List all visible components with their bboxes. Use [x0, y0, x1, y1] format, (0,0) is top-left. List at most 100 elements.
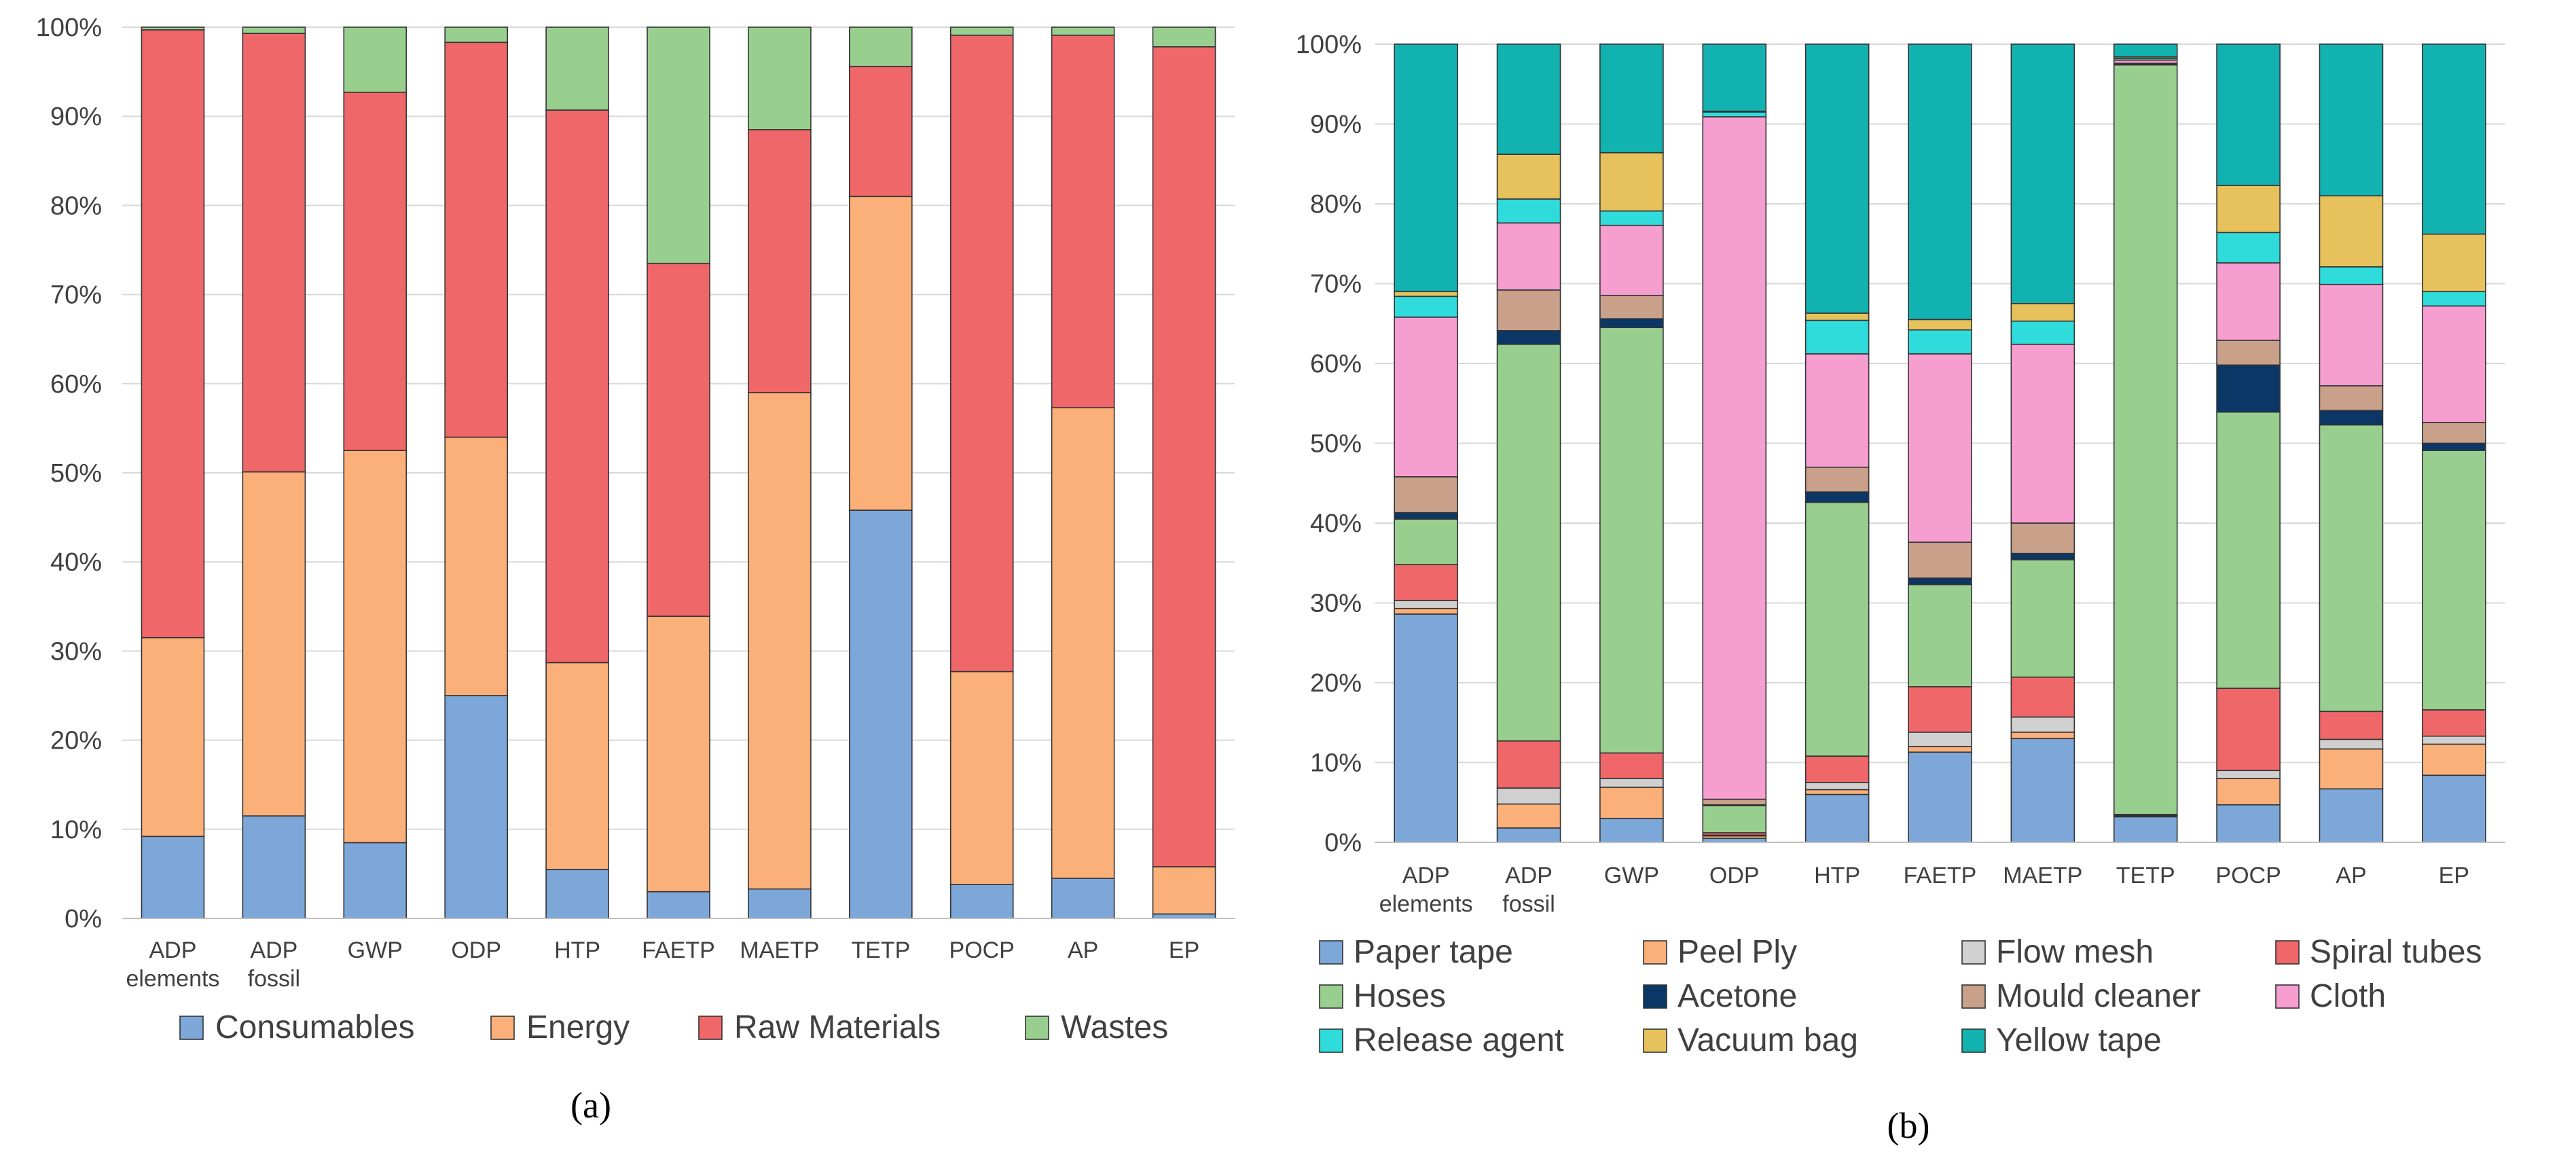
bar-segment-energy-htp [545, 662, 609, 870]
legend-label: Wastes [1061, 1009, 1168, 1045]
bar-segment-wastes-adp-elements [141, 26, 205, 31]
bar-segment-energy-gwp [343, 450, 407, 844]
legend-item-flow-mesh: Flow mesh [1961, 934, 2154, 970]
bar-segment-wastes-ap [1051, 26, 1115, 36]
bar-segment-acetone-gwp [1599, 318, 1664, 328]
legend-label: Hoses [1354, 978, 1446, 1014]
bar-segment-vacuum-bag-ep [2422, 233, 2486, 293]
bar-segment-yellow-tape-pocp [2216, 43, 2281, 186]
bar-segment-release-agent-faetp [1908, 329, 1972, 355]
x-tick-label: HTP [554, 937, 600, 963]
bar-segment-flow-mesh-pocp [2216, 770, 2281, 779]
bar-segment-energy-tetp [849, 196, 913, 511]
bar-segment-mould-cleaner-ep [2422, 422, 2486, 444]
bar-segment-yellow-tape-adp-fossil [1496, 43, 1561, 155]
legend-swatch [1643, 1028, 1667, 1053]
bar-segment-release-agent-ep [2422, 291, 2486, 307]
x-tick-label: FAETP [642, 937, 715, 963]
x-tick-label: ADP [1402, 863, 1450, 889]
bar-segment-yellow-tape-maetp [2010, 43, 2075, 304]
bar-segment-yellow-tape-tetp [2113, 43, 2178, 58]
legend-swatch [698, 1016, 723, 1040]
bar-segment-peel-ply-faetp [1908, 746, 1972, 753]
bar-segment-release-agent-maetp [2010, 320, 2075, 345]
bar-segment-wastes-odp [444, 26, 508, 43]
legend: Consumables Energy Raw Materials Wastes [179, 1009, 1168, 1045]
chart-panel-a: 0% 10% 20% 30% 40% 50% 60% 70% 80% 90% 100% ADP elem… [36, 14, 1235, 1126]
legend-swatch [2275, 940, 2300, 965]
x-tick-label: fossil [248, 966, 300, 992]
legend-swatch [1961, 1028, 1986, 1053]
bar-segment-flow-mesh-htp [1804, 782, 1870, 791]
bar-segment-spiral-tubes-adp-elements [1394, 564, 1458, 601]
x-tick-label: GWP [348, 937, 403, 963]
bar-segment-release-agent-ap [2319, 266, 2384, 285]
bar-segment-hoses-odp [1702, 805, 1767, 834]
bar-segment-flow-mesh-gwp [1599, 778, 1664, 788]
y-tick-label: 90% [1310, 111, 1362, 139]
legend-swatch [490, 1016, 515, 1040]
bar-segment-mould-cleaner-ap [2319, 385, 2384, 412]
legend-label: Consumables [215, 1009, 414, 1045]
y-tick-label: 40% [1310, 509, 1362, 538]
bar-segment-wastes-ep [1152, 26, 1216, 48]
bar-segment-peel-ply-pocp [2216, 778, 2281, 806]
bar-segment-vacuum-bag-htp [1804, 312, 1870, 321]
bar-segment-consumables-htp [545, 869, 609, 919]
bar-segment-raw-materials-htp [545, 109, 609, 664]
bar-segment-cloth-adp-elements [1394, 317, 1458, 478]
bar-segment-hoses-pocp [2216, 411, 2281, 689]
legend-swatch [1643, 984, 1667, 1009]
panel-label: (a) [570, 1085, 611, 1126]
bar-segment-peel-ply-ap [2319, 748, 2384, 790]
legend-swatch [1961, 940, 1986, 965]
bar-segment-acetone-maetp [2010, 552, 2075, 560]
panel-label: (b) [1887, 1105, 1930, 1146]
bar-segment-mould-cleaner-adp-fossil [1496, 289, 1561, 331]
bar-segment-spiral-tubes-maetp [2010, 676, 2075, 718]
bar-segment-wastes-maetp [748, 26, 812, 130]
legend-item-peel-ply: Peel Ply [1643, 934, 1797, 970]
bar-segment-wastes-tetp [849, 26, 913, 67]
x-tick-label: POCP [2215, 863, 2281, 889]
legend-item-raw-materials: Raw Materials [698, 1009, 941, 1045]
legend-label: Paper tape [1354, 934, 1513, 970]
bar-segment-yellow-tape-faetp [1908, 43, 1972, 321]
bar-segment-wastes-gwp [343, 26, 407, 93]
x-tick-label: MAETP [2003, 863, 2082, 889]
bar-segment-vacuum-bag-maetp [2010, 303, 2075, 322]
bar-segment-raw-materials-ap [1051, 35, 1115, 409]
bar-segment-paper-tape-tetp [2113, 816, 2178, 843]
y-tick-label: 70% [50, 281, 102, 310]
legend-label: Raw Materials [734, 1009, 941, 1045]
bar-segment-cloth-faetp [1908, 353, 1972, 543]
y-tick-label: 0% [1324, 829, 1362, 857]
x-tick-label: GWP [1604, 863, 1659, 889]
bar-segment-spiral-tubes-pocp [2216, 687, 2281, 772]
legend-item-acetone: Acetone [1643, 978, 1797, 1014]
bar-segment-hoses-gwp [1599, 327, 1664, 754]
bar-segment-consumables-adp-elements [141, 836, 205, 919]
legend-label: Mould cleaner [1996, 978, 2201, 1014]
legend-swatch [179, 1016, 204, 1040]
bar-segment-acetone-pocp [2216, 364, 2281, 413]
bar-segment-acetone-faetp [1908, 577, 1972, 586]
y-tick-label: 30% [1310, 590, 1362, 618]
x-tick-label: ODP [451, 937, 501, 963]
y-tick-label: 20% [50, 727, 102, 755]
bar-segment-energy-ap [1051, 407, 1115, 879]
bar-segment-acetone-adp-fossil [1496, 330, 1561, 345]
bar-segment-cloth-htp [1804, 353, 1870, 468]
bar-segment-paper-tape-htp [1804, 793, 1870, 843]
x-tick-label: fossil [1502, 891, 1555, 917]
bar-segment-paper-tape-adp-elements [1394, 613, 1458, 843]
bar-segment-hoses-adp-elements [1394, 518, 1458, 565]
bar-segment-paper-tape-faetp [1908, 751, 1972, 843]
bar-segment-raw-materials-adp-elements [141, 29, 205, 639]
bar-segment-release-agent-gwp [1599, 210, 1664, 226]
legend-item-hoses: Hoses [1319, 978, 1446, 1014]
legend: Paper tape Peel Ply Flow mesh Spiral tubes H… [1319, 934, 2482, 1058]
y-tick-label: 90% [50, 103, 102, 131]
bar-segment-release-agent-odp [1702, 111, 1767, 118]
bar-segment-energy-faetp [647, 615, 710, 893]
